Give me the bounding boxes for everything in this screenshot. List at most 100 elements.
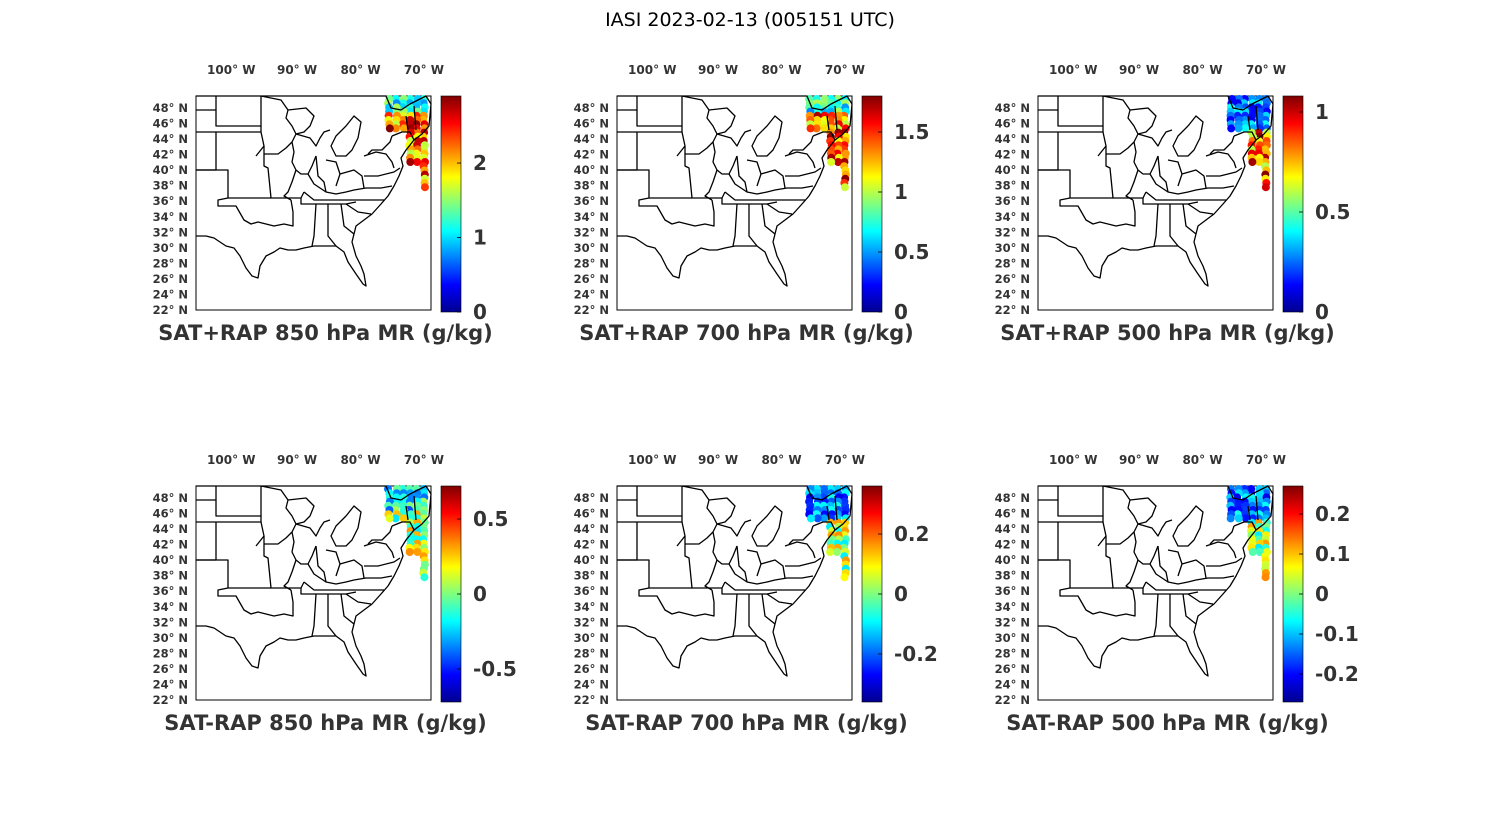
- lon-tick-label: 90° W: [277, 63, 317, 77]
- swath-point: [806, 514, 815, 523]
- lat-tick-label: 48° N: [153, 101, 188, 115]
- lat-tick-label: 24° N: [153, 287, 188, 301]
- lat-tick-label: 26° N: [995, 272, 1030, 286]
- swath-point: [1261, 573, 1270, 582]
- panel-title: SAT-RAP 700 hPa MR (g/kg): [585, 711, 908, 735]
- colorbar-tick-label: 0: [473, 300, 487, 324]
- swath-point: [391, 514, 400, 523]
- lat-tick-label: 46° N: [995, 117, 1030, 131]
- swath-point: [406, 158, 415, 166]
- swath-point: [385, 124, 394, 133]
- swath-point: [1241, 124, 1250, 133]
- colorbar-tick-label: 1: [894, 180, 908, 204]
- lon-tick-label: 80° W: [340, 453, 380, 467]
- panel-title: SAT-RAP 850 hPa MR (g/kg): [164, 711, 487, 735]
- colorbar-tick-label: 0: [1315, 582, 1329, 606]
- lat-tick-label: 30° N: [153, 631, 188, 645]
- lat-tick-label: 28° N: [574, 646, 609, 660]
- swath-point: [1261, 183, 1270, 192]
- lat-tick-label: 32° N: [574, 225, 609, 239]
- lat-tick-label: 36° N: [995, 584, 1030, 598]
- colorbar-tick-label: -0.1: [1315, 622, 1359, 646]
- colorbar-tick-label: 0: [473, 582, 487, 606]
- lat-tick-label: 26° N: [574, 272, 609, 286]
- lat-tick-label: 30° N: [153, 241, 188, 255]
- lat-tick-label: 36° N: [153, 194, 188, 208]
- lat-tick-label: 36° N: [574, 194, 609, 208]
- swath-point: [826, 548, 835, 556]
- lat-tick-label: 30° N: [995, 241, 1030, 255]
- lat-tick-label: 28° N: [574, 256, 609, 270]
- lat-tick-label: 48° N: [574, 491, 609, 505]
- lon-tick-label: 90° W: [698, 453, 738, 467]
- lat-tick-label: 44° N: [995, 522, 1030, 536]
- colorbar-tick-label: 2: [473, 151, 487, 175]
- swath-point: [1248, 548, 1257, 556]
- swath-point: [820, 514, 829, 523]
- lat-tick-label: 42° N: [574, 148, 609, 162]
- lat-tick-label: 36° N: [574, 584, 609, 598]
- lon-tick-label: 100° W: [628, 453, 676, 467]
- lon-tick-label: 70° W: [404, 453, 444, 467]
- swath-point: [413, 548, 422, 556]
- map-panel: 100° W 90° W 80° W 70° W 48° N 46° N44° N 42° …: [153, 453, 517, 735]
- lat-tick-label: 28° N: [995, 646, 1030, 660]
- lat-tick-label: 38° N: [153, 179, 188, 193]
- lat-tick-label: 26° N: [153, 272, 188, 286]
- swath-point: [1234, 514, 1243, 523]
- lat-tick-label: 34° N: [153, 210, 188, 224]
- lon-tick-label: 70° W: [825, 63, 865, 77]
- swath-point: [1255, 158, 1264, 166]
- swath-point: [840, 573, 849, 582]
- swath-point: [834, 158, 843, 166]
- swath-point: [399, 514, 408, 523]
- lat-tick-label: 36° N: [153, 584, 188, 598]
- lat-tick-label: 24° N: [153, 677, 188, 691]
- lat-tick-label: 38° N: [995, 179, 1030, 193]
- lat-tick-label: 40° N: [995, 163, 1030, 177]
- lat-tick-label: 34° N: [995, 600, 1030, 614]
- lat-tick-label: 28° N: [153, 646, 188, 660]
- lat-tick-label: 30° N: [574, 241, 609, 255]
- swath-point: [420, 573, 429, 582]
- colorbar-tick-label: 1: [1315, 100, 1329, 124]
- lat-tick-label: 26° N: [574, 662, 609, 676]
- lon-tick-label: 80° W: [761, 453, 801, 467]
- lat-tick-label: 42° N: [153, 538, 188, 552]
- lat-tick-label: 30° N: [574, 631, 609, 645]
- lat-tick-label: 30° N: [995, 631, 1030, 645]
- swath-point: [405, 548, 414, 556]
- lat-tick-label: 32° N: [995, 225, 1030, 239]
- lat-tick-label: 32° N: [153, 615, 188, 629]
- lat-tick-label: 22° N: [574, 693, 609, 707]
- lon-tick-label: 100° W: [207, 63, 255, 77]
- lat-tick-label: 36° N: [995, 194, 1030, 208]
- data-swath: [805, 485, 850, 582]
- lon-tick-label: 90° W: [698, 63, 738, 77]
- colorbar: [1282, 95, 1304, 313]
- swath-point: [813, 514, 822, 523]
- lat-tick-label: 40° N: [995, 553, 1030, 567]
- lat-tick-label: 46° N: [153, 507, 188, 521]
- lat-tick-label: 42° N: [574, 538, 609, 552]
- lat-tick-label: 22° N: [574, 303, 609, 317]
- lat-tick-label: 42° N: [995, 148, 1030, 162]
- lon-tick-label: 100° W: [207, 453, 255, 467]
- lon-tick-label: 80° W: [340, 63, 380, 77]
- lat-tick-label: 26° N: [153, 662, 188, 676]
- lat-tick-label: 38° N: [574, 179, 609, 193]
- lat-tick-label: 24° N: [574, 287, 609, 301]
- map-panel: 100° W 90° W 80° W 70° W 48° N 46° N44° N 42° …: [995, 453, 1359, 735]
- colorbar: [861, 95, 883, 313]
- swath-point: [827, 158, 836, 166]
- swath-point: [1234, 124, 1243, 133]
- lat-tick-label: 34° N: [574, 600, 609, 614]
- lat-tick-label: 24° N: [995, 677, 1030, 691]
- lat-tick-label: 34° N: [153, 600, 188, 614]
- swath-point: [1226, 514, 1235, 523]
- lon-tick-label: 70° W: [1246, 63, 1286, 77]
- colorbar-tick-label: 0: [894, 300, 908, 324]
- lat-tick-label: 44° N: [153, 522, 188, 536]
- swath-point: [1227, 124, 1236, 133]
- swath-point: [820, 124, 829, 133]
